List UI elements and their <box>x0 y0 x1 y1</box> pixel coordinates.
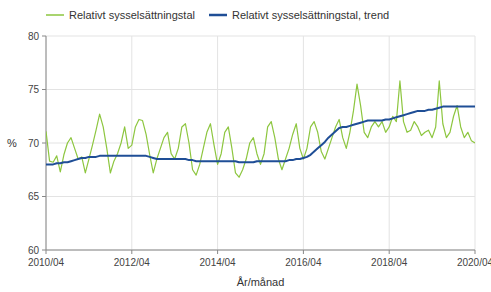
y-tick-label: 70 <box>28 138 40 149</box>
y-tick-label: 80 <box>28 31 40 42</box>
y-tick <box>42 89 46 90</box>
chart: 60 65 70 75 80 2010/04 2012/04 2014/04 2016/04 20… <box>0 0 491 292</box>
legend-item: Relativt sysselsättningstal, trend <box>209 9 389 21</box>
y-grid-line <box>46 143 475 144</box>
series-line <box>46 81 475 177</box>
x-tick <box>46 250 47 254</box>
x-grid-line <box>217 36 218 250</box>
x-grid-line <box>389 36 390 250</box>
y-grid-line <box>46 36 475 37</box>
x-axis-line <box>46 250 475 251</box>
y-tick-label: 65 <box>28 191 40 202</box>
y-axis-label: % <box>7 137 17 149</box>
legend-item: Relativt sysselsättningstal <box>46 9 195 21</box>
legend-label: Relativt sysselsättningstal, trend <box>232 9 389 21</box>
series-line <box>46 107 475 165</box>
x-tick-label: 2012/04 <box>114 257 151 268</box>
y-grid-line <box>46 250 475 251</box>
x-tick-label: 2018/04 <box>371 257 408 268</box>
legend-swatch <box>46 14 64 16</box>
x-grid-line <box>46 36 47 250</box>
x-tick-label: 2014/04 <box>200 257 237 268</box>
x-tick <box>389 250 390 254</box>
x-tick-label: 2010/04 <box>28 257 65 268</box>
y-tick-label: 60 <box>28 245 40 256</box>
x-tick <box>475 250 476 254</box>
legend: Relativt sysselsättningstal Relativt syss… <box>46 9 389 21</box>
y-grid-line <box>46 89 475 90</box>
x-tick-label: 2016/04 <box>285 257 322 268</box>
x-tick-label: 2020/04 <box>457 257 491 268</box>
lines <box>46 81 475 177</box>
grid <box>46 36 475 250</box>
legend-label: Relativt sysselsättningstal <box>69 9 195 21</box>
x-tick <box>131 250 132 254</box>
x-grid-line <box>303 36 304 250</box>
y-tick <box>42 143 46 144</box>
y-tick <box>42 36 46 37</box>
y-grid-line <box>46 196 475 197</box>
y-tick <box>42 250 46 251</box>
x-axis-label: År/månad <box>237 276 285 288</box>
y-tick-label: 75 <box>28 84 40 95</box>
x-tick <box>303 250 304 254</box>
legend-swatch <box>209 14 227 17</box>
x-tick <box>217 250 218 254</box>
y-axis-line <box>46 36 47 250</box>
axes: 60 65 70 75 80 2010/04 2012/04 2014/04 2016/04 20… <box>28 31 491 269</box>
y-tick <box>42 196 46 197</box>
